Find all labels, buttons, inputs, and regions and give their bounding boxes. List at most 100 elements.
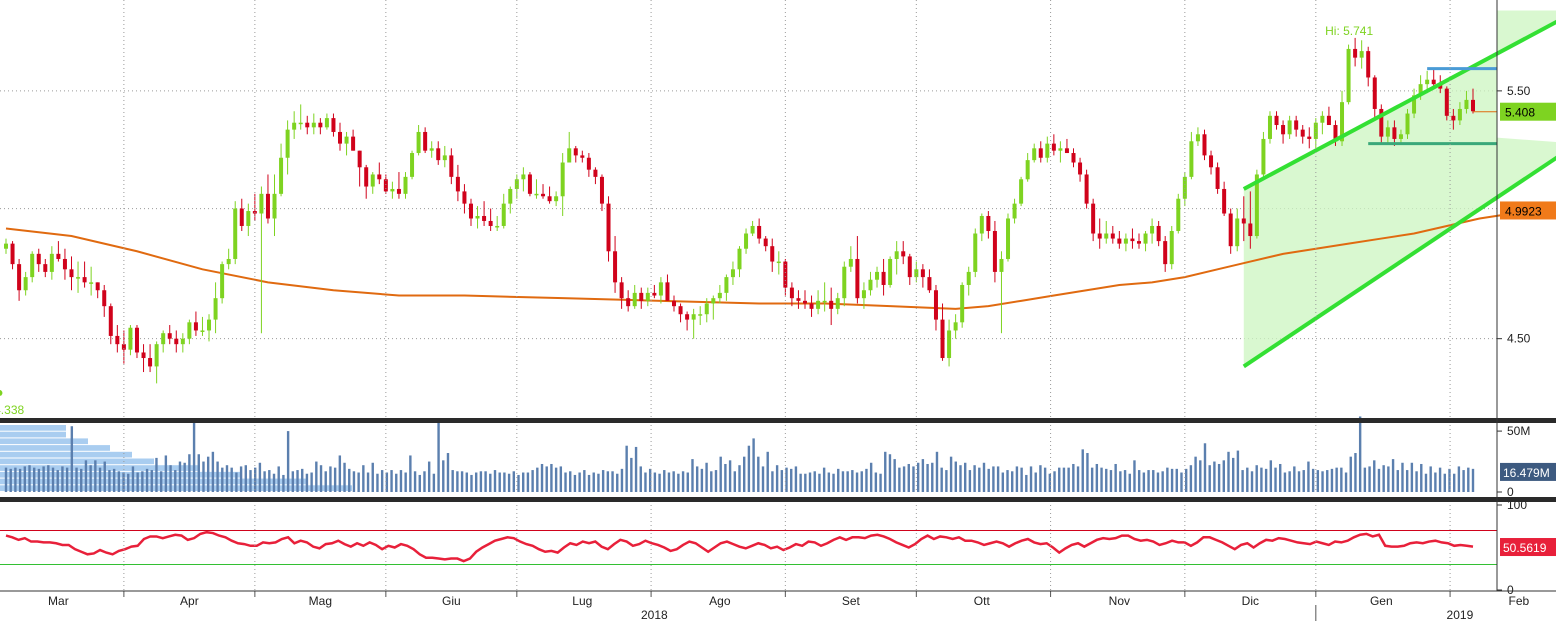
- candle-body[interactable]: [776, 261, 781, 264]
- volume-bar[interactable]: [136, 472, 139, 492]
- candle-body[interactable]: [429, 148, 434, 151]
- volume-bar[interactable]: [1410, 462, 1414, 492]
- volume-bar[interactable]: [1213, 461, 1216, 492]
- candle-body[interactable]: [802, 300, 807, 304]
- volume-bar[interactable]: [846, 471, 849, 492]
- candle-body[interactable]: [1195, 134, 1200, 142]
- volume-bar[interactable]: [272, 473, 276, 492]
- volume-bar[interactable]: [291, 471, 295, 492]
- candle-body[interactable]: [1051, 143, 1056, 151]
- candle-body[interactable]: [226, 258, 231, 265]
- volume-bar[interactable]: [1311, 468, 1315, 492]
- candle-body[interactable]: [390, 188, 395, 192]
- volume-bar[interactable]: [1377, 468, 1381, 492]
- volume-bar[interactable]: [4, 467, 8, 492]
- candle-body[interactable]: [658, 282, 663, 296]
- candle-body[interactable]: [521, 174, 526, 180]
- candle-body[interactable]: [338, 131, 343, 144]
- volume-bar[interactable]: [141, 471, 144, 492]
- volume-bar[interactable]: [1288, 471, 1291, 492]
- volume-bar[interactable]: [37, 468, 41, 492]
- volume-bar[interactable]: [479, 471, 483, 492]
- volume-bar[interactable]: [75, 467, 78, 492]
- rsi-line[interactable]: [5, 530, 1474, 563]
- volume-bar[interactable]: [1420, 463, 1423, 492]
- volume-bar[interactable]: [728, 460, 732, 492]
- candle-body[interactable]: [1104, 233, 1109, 239]
- candle-body[interactable]: [462, 191, 467, 204]
- candle-body[interactable]: [1241, 218, 1246, 224]
- candle-body[interactable]: [757, 225, 762, 239]
- volume-bar[interactable]: [1081, 449, 1084, 492]
- candle-body[interactable]: [835, 298, 840, 309]
- candle-body[interactable]: [115, 335, 120, 345]
- candle-body[interactable]: [161, 333, 166, 345]
- candle-body[interactable]: [1464, 99, 1469, 109]
- candle-body[interactable]: [23, 277, 28, 291]
- volume-bar[interactable]: [362, 465, 365, 492]
- volume-bar[interactable]: [996, 466, 1000, 492]
- volume-bar[interactable]: [865, 468, 868, 492]
- volume-bar[interactable]: [869, 462, 873, 492]
- candle-body[interactable]: [1457, 108, 1462, 121]
- volume-bar[interactable]: [1166, 467, 1169, 492]
- volume-bar[interactable]: [1462, 470, 1465, 492]
- volume-bar[interactable]: [822, 467, 826, 492]
- volume-bar[interactable]: [1241, 470, 1244, 492]
- candle-body[interactable]: [1418, 84, 1423, 96]
- candle-body[interactable]: [1254, 174, 1259, 237]
- volume-bar[interactable]: [1058, 467, 1061, 492]
- volume-bar[interactable]: [446, 453, 450, 492]
- candle-body[interactable]: [246, 211, 251, 226]
- volume-bar[interactable]: [1274, 467, 1277, 492]
- candle-body[interactable]: [1366, 51, 1371, 78]
- volume-bar[interactable]: [672, 471, 675, 492]
- candle-body[interactable]: [685, 314, 690, 320]
- volume-bar[interactable]: [296, 470, 299, 492]
- candle-body[interactable]: [1136, 241, 1141, 244]
- volume-bar[interactable]: [681, 471, 685, 492]
- volume-bar[interactable]: [884, 451, 887, 492]
- volume-bar[interactable]: [89, 465, 92, 492]
- volume-bar[interactable]: [1180, 472, 1183, 492]
- volume-bar[interactable]: [1250, 471, 1254, 492]
- volume-bar[interactable]: [1090, 467, 1094, 492]
- volume-bar[interactable]: [80, 468, 83, 492]
- candle-body[interactable]: [1274, 115, 1279, 126]
- volume-bar[interactable]: [122, 472, 125, 492]
- volume-bar[interactable]: [799, 473, 802, 492]
- volume-bar[interactable]: [1123, 470, 1127, 492]
- volume-bar[interactable]: [1147, 470, 1150, 492]
- candle-body[interactable]: [665, 282, 670, 301]
- volume-bar[interactable]: [677, 473, 680, 492]
- volume-bar[interactable]: [70, 426, 74, 492]
- candle-body[interactable]: [1346, 48, 1351, 103]
- candle-body[interactable]: [750, 225, 755, 234]
- volume-bar[interactable]: [1175, 468, 1178, 492]
- volume-bar[interactable]: [879, 473, 882, 492]
- volume-bar[interactable]: [131, 466, 135, 492]
- volume-panel[interactable]: 50M 0 16.479M: [0, 416, 1556, 499]
- volume-bar[interactable]: [658, 473, 661, 492]
- volume-bar[interactable]: [376, 473, 379, 492]
- candle-body[interactable]: [239, 208, 244, 226]
- candle-body[interactable]: [331, 118, 336, 132]
- candle-body[interactable]: [645, 292, 650, 301]
- volume-bar[interactable]: [1373, 460, 1376, 492]
- volume-bar[interactable]: [569, 471, 572, 492]
- volume-bar[interactable]: [409, 455, 412, 492]
- volume-bar[interactable]: [1438, 467, 1442, 492]
- candle-body[interactable]: [881, 271, 886, 285]
- candle-body[interactable]: [298, 122, 303, 125]
- volume-bar[interactable]: [1006, 470, 1009, 492]
- volume-bar[interactable]: [1396, 470, 1399, 492]
- volume-bar[interactable]: [893, 459, 896, 492]
- candle-body[interactable]: [842, 266, 847, 299]
- volume-bar[interactable]: [705, 462, 708, 492]
- volume-bar[interactable]: [1043, 467, 1047, 492]
- volume-bar[interactable]: [686, 472, 689, 492]
- volume-bar[interactable]: [1011, 471, 1014, 492]
- candle-body[interactable]: [1320, 115, 1325, 123]
- volume-bar[interactable]: [1236, 450, 1240, 492]
- candle-body[interactable]: [403, 176, 408, 194]
